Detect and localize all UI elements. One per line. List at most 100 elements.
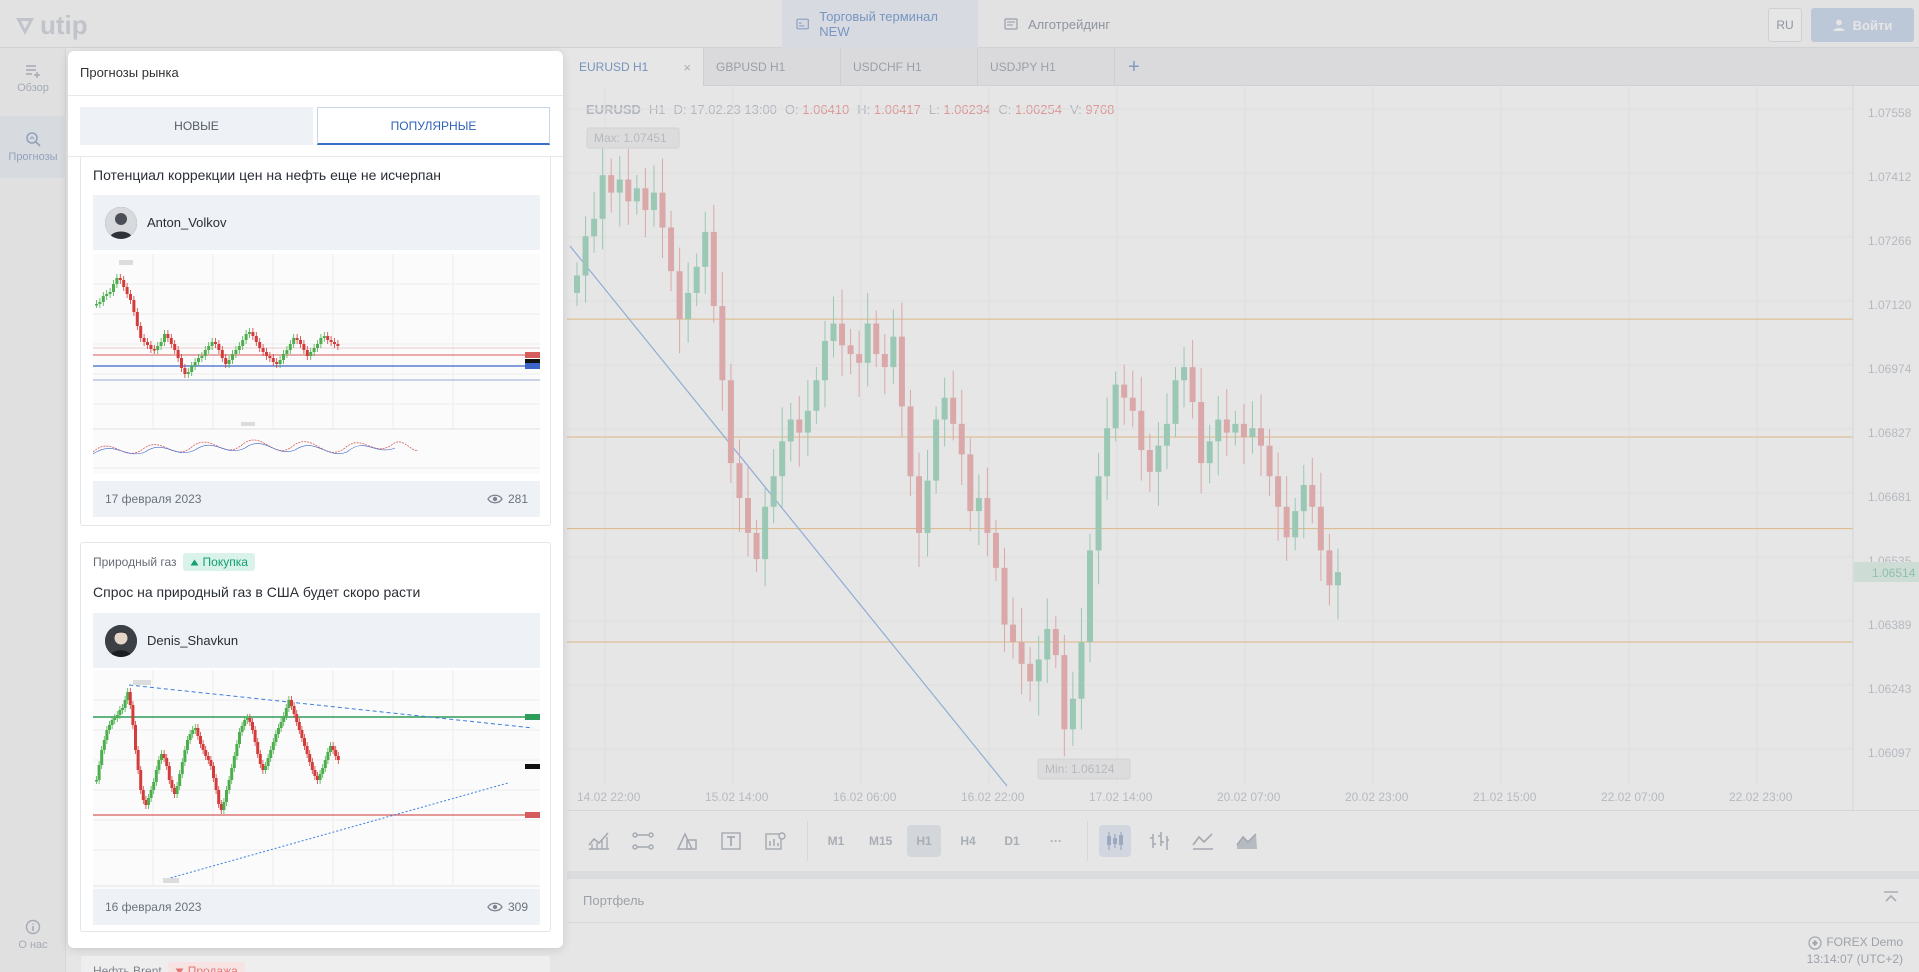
timeframe-h1[interactable]: H1 [907, 825, 941, 857]
thumb-candle [253, 730, 257, 742]
area-icon[interactable] [1231, 825, 1263, 857]
tab-new[interactable]: НОВЫЕ [80, 107, 313, 145]
y-tick-label: 1.06827 [1868, 426, 1912, 440]
thumb-candle [224, 358, 228, 364]
candle [1172, 380, 1179, 424]
candles-icon[interactable] [1099, 825, 1131, 857]
thumb-candle [147, 798, 150, 805]
timeframe-m15[interactable]: M15 [869, 834, 893, 848]
thumb-candle [95, 780, 98, 782]
author-row[interactable]: Denis_Shavkun [93, 613, 540, 668]
thumb-candle [157, 760, 161, 770]
chart-tab-usdchf[interactable]: USDCHF H1 [841, 48, 978, 86]
candle [676, 271, 683, 320]
candle [727, 380, 734, 464]
user-icon [1833, 19, 1845, 31]
thumb-candle [129, 294, 132, 300]
avatar [105, 206, 137, 239]
min-label: Min: 1.06124 [1045, 762, 1115, 776]
timeframe-d1[interactable]: D1 [1004, 834, 1020, 848]
candle [1163, 423, 1170, 446]
line-icon[interactable] [1187, 825, 1219, 857]
chart-tab-eurusd[interactable]: EURUSD H1 × [567, 48, 704, 86]
thumb-candle [108, 292, 112, 294]
timeframe-m1[interactable]: M1 [827, 834, 845, 848]
candle [1027, 663, 1034, 682]
thumb-candle [271, 742, 275, 750]
chart-tab-gbpusd[interactable]: GBPUSD H1 [704, 48, 841, 86]
candlestick-chart[interactable]: 1.07558 1.07412 1.07266 1.07120 1.06974 1.068… [567, 86, 1919, 810]
candle [1129, 397, 1136, 411]
thumb-candle [336, 756, 340, 760]
candle [804, 410, 811, 433]
views-value: 281 [507, 492, 528, 506]
rail-item-overview[interactable]: Обзор [0, 48, 66, 110]
thumb-candle [118, 710, 122, 715]
indicators-icon[interactable] [583, 825, 615, 857]
candle [1044, 628, 1051, 660]
candle [916, 476, 922, 533]
bars-icon[interactable] [1143, 825, 1175, 857]
forecast-card[interactable]: Потенциал коррекции цен на нефть еще не … [80, 157, 551, 526]
card-title[interactable]: Потенциал коррекции цен на нефть еще не … [93, 167, 441, 183]
thumb-candle [128, 692, 132, 705]
login-button[interactable]: Войти [1811, 8, 1914, 42]
nav-trading-terminal[interactable]: Торговый терминал NEW [782, 0, 978, 48]
tab-popular[interactable]: ПОПУЛЯРНЫЕ [317, 107, 550, 145]
thumb-candle [241, 340, 245, 346]
thumb-candle [149, 345, 153, 349]
thumb-candle [300, 730, 304, 738]
candle [659, 192, 666, 228]
thumb-candle [183, 368, 187, 374]
thumb-candle [227, 360, 231, 364]
eye-icon [487, 494, 503, 504]
thumb-candle [333, 342, 336, 344]
timeframe-h4[interactable]: H4 [960, 834, 976, 848]
thumb-candle [175, 786, 179, 794]
y-tick-label: 1.07558 [1868, 106, 1912, 120]
price-chart[interactable]: EURUSD H1 D: 17.02.23 13:00 O: 1.06410 H… [567, 86, 1919, 810]
chart-tab-usdjpy[interactable]: USDJPY H1 [978, 48, 1115, 86]
candle [1275, 476, 1282, 507]
x-tick-label: 15.02 14:00 [705, 790, 769, 804]
candle [1317, 506, 1324, 551]
thumb-candle [243, 720, 247, 726]
more-timeframes-button[interactable]: ··· [1050, 834, 1062, 848]
collapse-icon[interactable] [1883, 891, 1899, 908]
y-tick-label: 1.06681 [1868, 490, 1912, 504]
forecast-card[interactable]: Природный газ Покупка Спрос на природный… [80, 542, 551, 932]
rail-item-forecasts[interactable]: Прогнозы [0, 116, 66, 178]
thumb-candle [113, 718, 117, 720]
close-icon[interactable]: × [683, 60, 691, 75]
thumb-candle [290, 700, 293, 706]
thumb-candle [199, 736, 202, 744]
thumb-candle [159, 342, 163, 346]
forecast-chart-thumbnail[interactable] [93, 670, 540, 890]
language-button[interactable]: RU [1768, 8, 1802, 42]
thumb-candle [193, 362, 197, 366]
thumb-candle [282, 716, 286, 722]
shapes-icon[interactable] [671, 825, 703, 857]
add-chart-tab-button[interactable]: + [1128, 55, 1140, 78]
thumb-candle [282, 354, 285, 360]
thumb-candle [334, 750, 338, 756]
utip-logo[interactable]: utip [14, 10, 88, 41]
thumb-candle [176, 350, 180, 358]
thumb-candle [180, 762, 184, 774]
trendline-icon[interactable] [627, 825, 659, 857]
thumb-candle [204, 750, 208, 756]
nav-algotrading[interactable]: Алготрейдинг [990, 0, 1124, 48]
forecast-feed[interactable]: Потенциал коррекции цен на нефть еще не … [68, 156, 563, 948]
author-row[interactable]: Anton_Volkov [93, 195, 540, 250]
rail-item-about[interactable]: О нас [0, 904, 66, 966]
card-title[interactable]: Спрос на природный газ в США будет скоро… [93, 584, 421, 600]
forecast-card-peek[interactable]: Нефть Brent Продажа [80, 955, 551, 972]
thumb-candle [193, 728, 197, 730]
thumb-candle [235, 744, 239, 756]
thumb-candle [305, 350, 309, 356]
text-icon[interactable] [715, 825, 747, 857]
forecast-chart-thumbnail[interactable] [93, 254, 540, 474]
chart-settings-icon[interactable] [759, 825, 791, 857]
candle [1181, 367, 1188, 381]
thumb-candle [203, 350, 207, 356]
